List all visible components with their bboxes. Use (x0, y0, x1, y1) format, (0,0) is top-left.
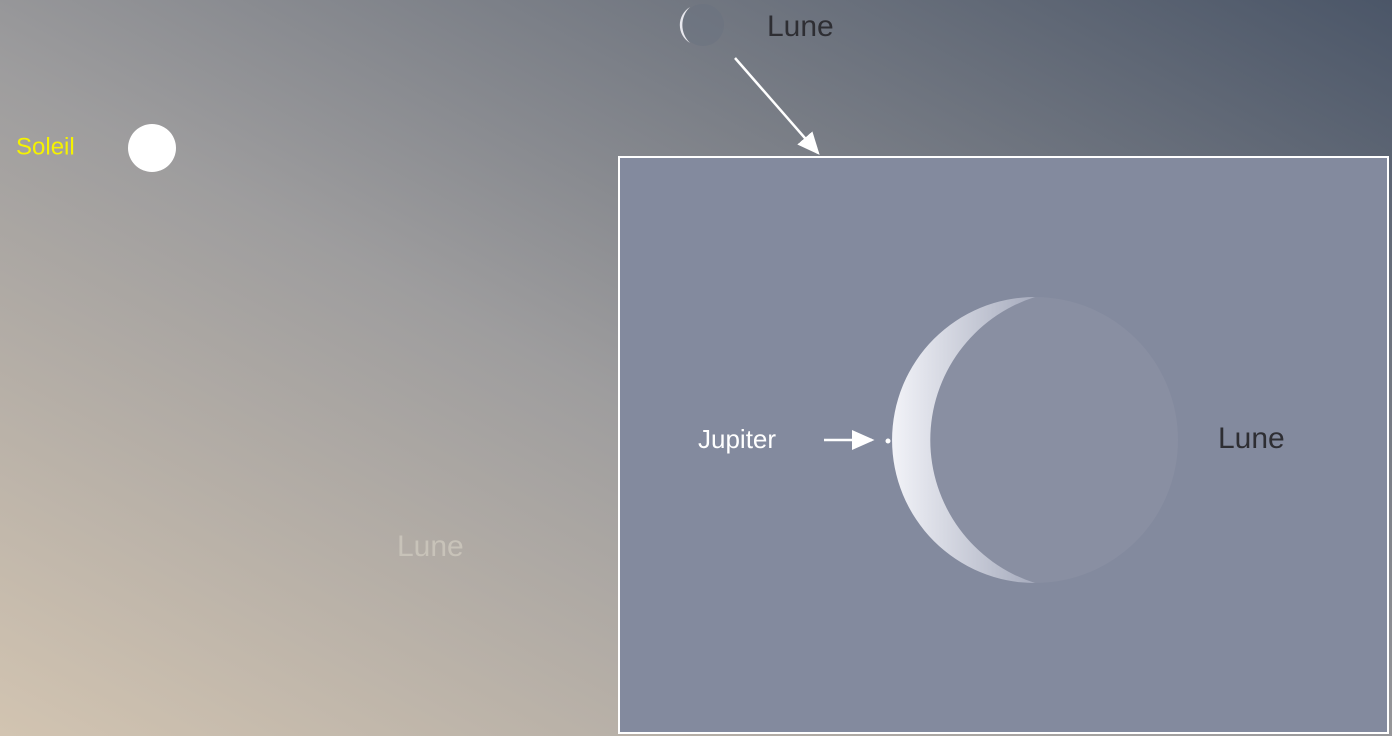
zoom-arrow (734, 57, 820, 155)
moon-hidden-label: Lune (397, 530, 464, 563)
jupiter-label: Jupiter (698, 424, 776, 454)
moon-disk (892, 297, 1178, 583)
moon-crescent (892, 297, 1035, 583)
moon-small-crescent (679, 7, 690, 43)
moon-small (682, 4, 724, 46)
sun (128, 124, 176, 172)
inset-moon-label: Lune (1218, 422, 1285, 455)
sun-label: Soleil (16, 133, 75, 160)
moon-label: Lune (767, 10, 834, 43)
jupiter (885, 438, 891, 444)
